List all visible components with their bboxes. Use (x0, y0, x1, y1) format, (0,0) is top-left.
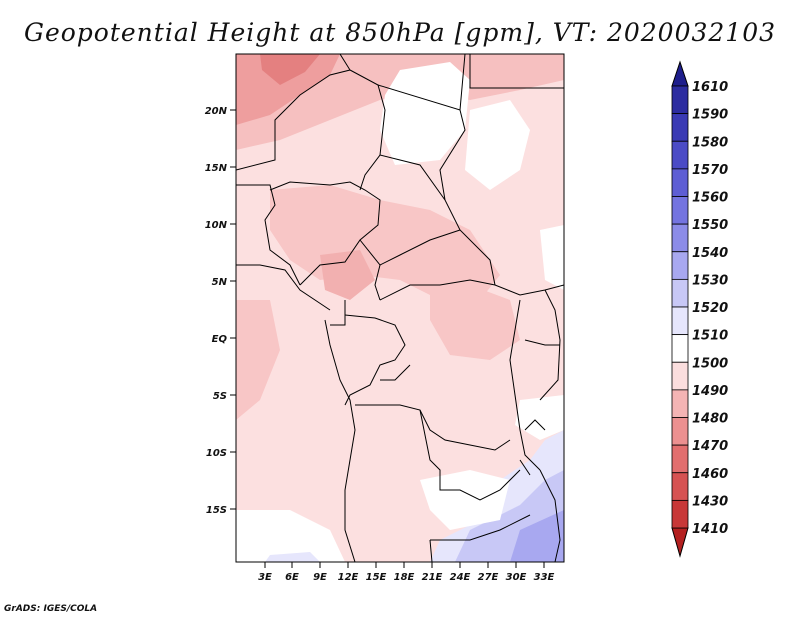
lat-label: 20N (205, 106, 228, 117)
colorbar-segment (671, 113, 689, 142)
lat-label: 15S (206, 505, 227, 516)
colorbar-label: 1570 (692, 163, 728, 178)
colorbar-segment (671, 444, 689, 474)
lon-label: 18E (394, 572, 415, 583)
colorbar-segment (671, 417, 689, 446)
colorbar-label: 1610 (692, 80, 728, 95)
lat-label: EQ (212, 334, 228, 345)
colorbar-label: 1580 (692, 135, 728, 150)
lon-label: 9E (313, 572, 327, 583)
colorbar-segment (671, 472, 689, 501)
colorbar-top-arrow (671, 60, 689, 87)
lat-axis: 20N 15N 10N 5N EQ 5S 10S 15S (205, 106, 236, 516)
colorbar-segment (671, 196, 689, 225)
colorbar-label: 1460 (692, 467, 728, 482)
colorbar-label: 1530 (692, 273, 728, 288)
colorbar-segment (671, 334, 689, 363)
colorbar-segment (671, 361, 689, 391)
colorbar-label: 1410 (692, 522, 728, 537)
map-frame (235, 53, 565, 563)
colorbar-bottom-arrow (671, 527, 689, 558)
lat-label: 5N (212, 277, 228, 288)
height-field (236, 54, 564, 562)
colorbar-label: 1430 (692, 494, 728, 509)
colorbar-segment (671, 499, 689, 529)
lon-label: 27E (478, 572, 499, 583)
lon-label: 3E (258, 572, 272, 583)
country-borders (236, 54, 564, 562)
colorbar: 1610 1590 1580 1570 1560 1550 1540 1530 1520 1510… (671, 60, 728, 558)
lat-label: 5S (213, 391, 227, 402)
colorbar-segment (671, 168, 689, 197)
colorbar-segment (671, 85, 689, 115)
lat-label: 10N (205, 220, 228, 231)
colorbar-label: 1560 (692, 191, 728, 206)
colorbar-segment (671, 306, 689, 336)
colorbar-segment (671, 389, 689, 418)
lat-label: 15N (205, 163, 228, 174)
colorbar-segment (671, 278, 689, 308)
lon-axis: 3E 6E 9E 12E 15E 18E 21E 24E 27E 30E 33E (258, 562, 555, 583)
lon-label: 6E (285, 572, 299, 583)
credit-label: GrADS: IGES/COLA (4, 604, 98, 614)
colorbar-segment (671, 251, 689, 280)
lon-label: 24E (450, 572, 471, 583)
lon-label: 12E (338, 572, 359, 583)
colorbar-label: 1470 (692, 439, 728, 454)
lat-label: 10S (206, 448, 227, 459)
map-title: Geopotential Height at 850hPa [gpm], VT:… (23, 18, 777, 47)
colorbar-segment (671, 223, 689, 253)
colorbar-label: 1540 (692, 246, 728, 261)
colorbar-label: 1500 (692, 356, 728, 371)
colorbar-label: 1480 (692, 412, 728, 427)
colorbar-segment (671, 140, 689, 170)
lon-label: 15E (366, 572, 387, 583)
lon-label: 30E (506, 572, 527, 583)
lon-label: 33E (534, 572, 555, 583)
colorbar-label: 1550 (692, 218, 728, 233)
colorbar-label: 1510 (692, 329, 728, 344)
colorbar-label: 1490 (692, 384, 728, 399)
colorbar-label: 1520 (692, 301, 728, 316)
lon-label: 21E (422, 572, 443, 583)
colorbar-label: 1590 (692, 108, 728, 123)
